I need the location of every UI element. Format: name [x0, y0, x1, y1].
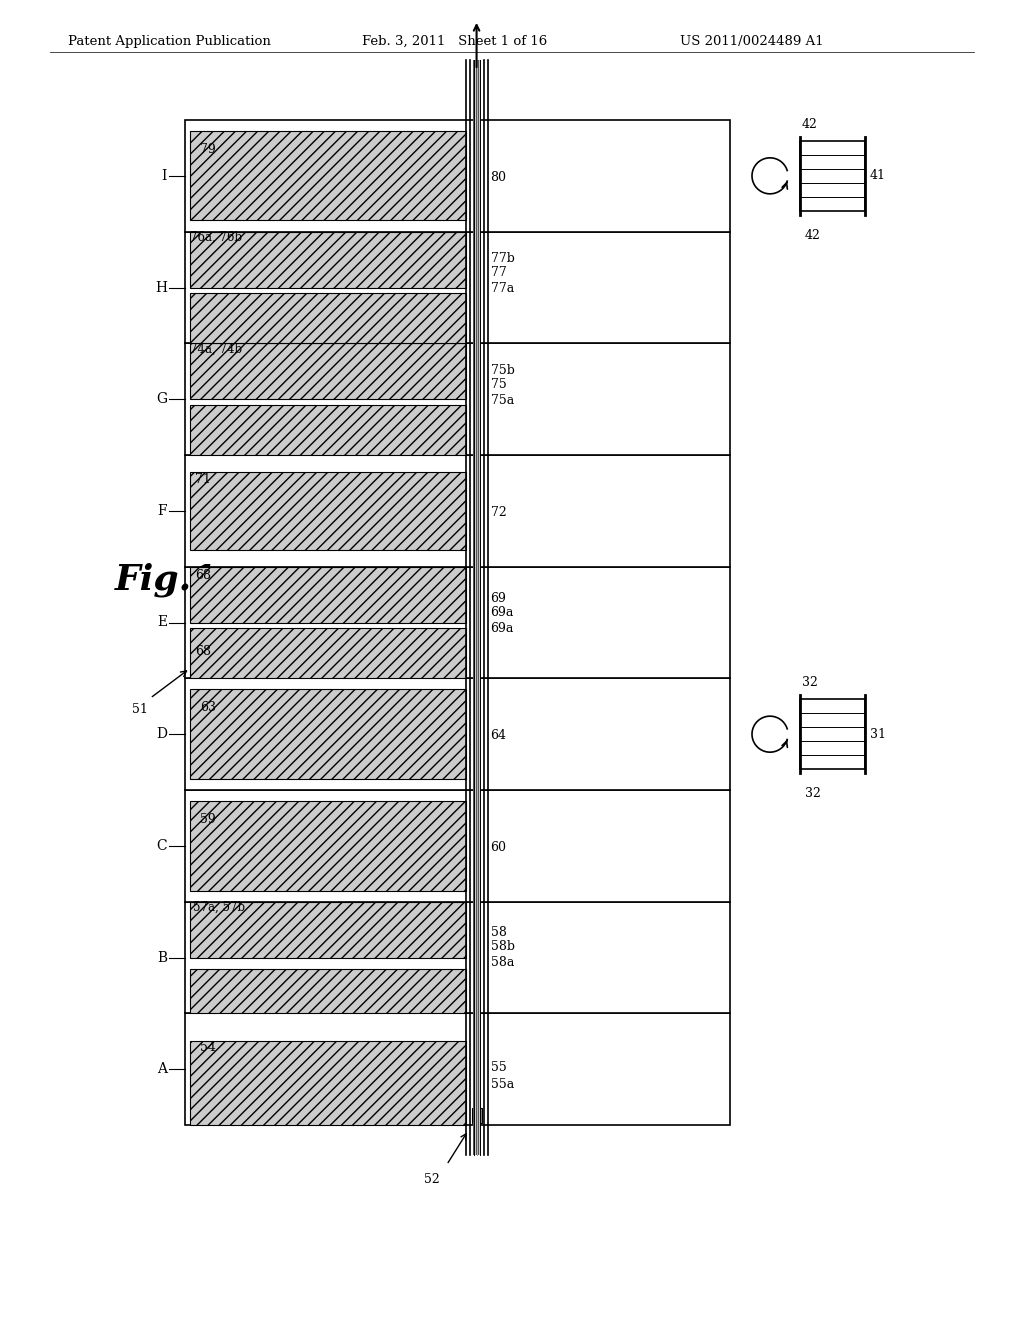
Text: A: A	[157, 1063, 167, 1076]
Text: 55a: 55a	[490, 1078, 514, 1092]
Text: 52: 52	[424, 1173, 439, 1185]
Bar	[185, 1014, 730, 1125]
Text: 54: 54	[200, 1041, 216, 1055]
Bar	[190, 566, 466, 623]
Bar	[185, 678, 730, 789]
Bar	[190, 131, 466, 220]
Text: 80: 80	[490, 170, 507, 183]
Text: 32: 32	[802, 676, 818, 689]
Bar	[800, 700, 865, 770]
Bar	[190, 628, 466, 678]
Text: 75: 75	[490, 378, 506, 391]
Text: 69: 69	[490, 591, 507, 605]
Text: D: D	[156, 727, 167, 741]
Bar	[185, 120, 730, 232]
Text: E: E	[157, 615, 167, 630]
Text: G: G	[156, 392, 167, 407]
Bar	[190, 902, 466, 957]
Text: US 2011/0024489 A1: US 2011/0024489 A1	[680, 36, 823, 48]
Text: C: C	[157, 838, 167, 853]
Bar	[190, 969, 466, 1014]
Bar	[190, 405, 466, 455]
Text: 74a, 74b: 74a, 74b	[190, 342, 242, 355]
Text: 60: 60	[490, 841, 507, 854]
Text: 72: 72	[490, 506, 506, 519]
Text: 42: 42	[802, 117, 818, 131]
Text: 58a: 58a	[490, 957, 514, 969]
Text: 75b: 75b	[490, 364, 514, 378]
Bar	[185, 789, 730, 902]
Text: 51: 51	[132, 704, 147, 717]
Text: 77b: 77b	[490, 252, 514, 265]
Text: 68: 68	[195, 645, 211, 659]
Text: 31: 31	[870, 727, 886, 741]
Bar	[185, 455, 730, 566]
Bar	[185, 232, 730, 343]
Text: Fig.1: Fig.1	[115, 562, 217, 597]
Bar	[185, 343, 730, 455]
Text: 32: 32	[805, 787, 821, 800]
Bar	[190, 471, 466, 550]
Text: 64: 64	[490, 729, 507, 742]
Text: 63: 63	[200, 701, 216, 714]
Bar	[190, 343, 466, 399]
Text: H: H	[155, 281, 167, 294]
Text: 59: 59	[200, 813, 216, 826]
Text: F: F	[158, 504, 167, 517]
Text: 57a, 57b: 57a, 57b	[193, 900, 245, 913]
Bar	[190, 689, 466, 779]
Bar	[190, 801, 466, 891]
Bar	[185, 566, 730, 678]
Text: 77: 77	[490, 267, 506, 280]
Bar	[190, 293, 466, 343]
Bar	[190, 1041, 466, 1125]
Bar	[472, 59, 480, 1155]
Bar	[800, 141, 865, 211]
Text: 69a: 69a	[490, 622, 514, 635]
Text: 69a: 69a	[490, 606, 514, 619]
Text: 55: 55	[490, 1061, 506, 1074]
Text: I: I	[162, 169, 167, 183]
Bar	[190, 232, 466, 288]
Text: 75a: 75a	[490, 395, 514, 407]
Text: 68: 68	[195, 569, 211, 582]
Text: 77a: 77a	[490, 282, 514, 296]
Text: Patent Application Publication: Patent Application Publication	[68, 36, 271, 48]
Text: B: B	[157, 950, 167, 965]
Text: 58: 58	[490, 927, 507, 940]
Text: 71: 71	[195, 473, 211, 486]
Text: Feb. 3, 2011   Sheet 1 of 16: Feb. 3, 2011 Sheet 1 of 16	[362, 36, 547, 48]
Text: 58b: 58b	[490, 940, 515, 953]
Text: 42: 42	[805, 228, 821, 242]
Text: 41: 41	[870, 169, 886, 182]
Bar	[185, 902, 730, 1014]
Text: 76a, 76b: 76a, 76b	[190, 231, 242, 244]
Text: 79: 79	[200, 143, 216, 156]
Bar	[472, 1107, 481, 1123]
